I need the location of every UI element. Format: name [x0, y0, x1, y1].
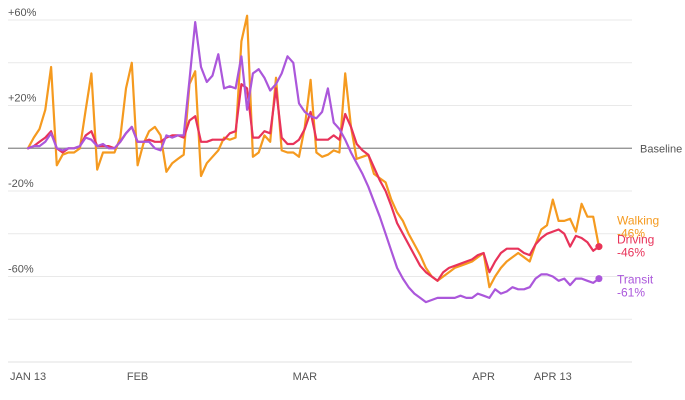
y-tick-label: -20%: [8, 178, 34, 190]
grid-lines: [8, 19, 632, 363]
x-tick-label: APR 13: [534, 371, 572, 383]
baseline-label: Baseline: [640, 143, 682, 155]
series-name-label-driving: Driving: [617, 233, 654, 247]
series-lines: [26, 14, 603, 304]
series-value-label-driving: -46%: [617, 246, 645, 260]
series-end-marker-driving: [595, 243, 603, 251]
y-tick-label: +20%: [8, 93, 37, 105]
series-end-labels: Walking-46%Driving-46%Transit-61%: [617, 214, 659, 300]
series-name-label-transit: Transit: [617, 273, 654, 287]
series-line-walking: [26, 14, 601, 289]
series-line-transit: [26, 21, 601, 304]
x-tick-label: APR: [472, 371, 495, 383]
y-tick-label: +60%: [8, 7, 37, 19]
x-tick-label: FEB: [127, 371, 148, 383]
y-tick-label: -60%: [8, 264, 34, 276]
series-end-marker-transit: [595, 275, 603, 283]
series-value-label-walking: -46%: [617, 227, 645, 241]
y-axis-tick-labels: +60% +20% -20% -60%: [8, 7, 37, 276]
x-axis-tick-labels: JAN 13 FEB MAR APR APR 13: [10, 371, 572, 383]
series-name-label-walking: Walking: [617, 214, 659, 228]
series-value-label-transit: -61%: [617, 286, 645, 300]
x-tick-label: MAR: [293, 371, 318, 383]
x-tick-label: JAN 13: [10, 371, 46, 383]
